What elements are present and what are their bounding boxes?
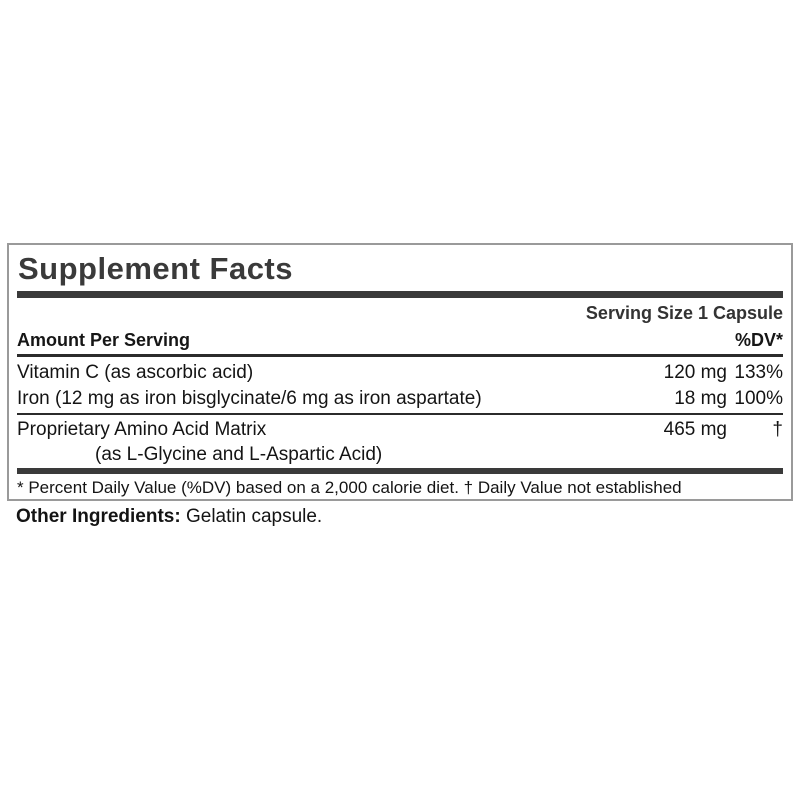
serving-size-text: Serving Size 1 Capsule	[585, 303, 783, 323]
nutrient-row-proprietary-matrix: Proprietary Amino Acid Matrix 465 mg †	[17, 417, 783, 443]
row-divider-rule	[17, 413, 783, 415]
nutrient-amount: 120 mg	[663, 362, 727, 383]
nutrient-dv: 133%	[734, 362, 783, 383]
column-header-row: Amount Per Serving %DV*	[17, 329, 783, 351]
panel-title: Supplement Facts	[18, 251, 293, 286]
nutrient-name: Proprietary Amino Acid Matrix	[17, 419, 267, 440]
other-ingredients-label: Other Ingredients:	[16, 506, 181, 527]
header-divider-rule	[17, 354, 783, 357]
daily-value-footnote: * Percent Daily Value (%DV) based on a 2…	[17, 478, 682, 497]
nutrient-dv-dagger: †	[772, 419, 783, 440]
nutrient-dv: 100%	[734, 388, 783, 409]
nutrient-amount: 18 mg	[674, 388, 727, 409]
nutrient-subname-glycine-aspartic: (as L-Glycine and L-Aspartic Acid)	[95, 444, 383, 465]
nutrient-row-vitamin-c: Vitamin C (as ascorbic acid) 120 mg 133%	[17, 360, 783, 386]
nutrient-row-iron: Iron (12 mg as iron bisglycinate/6 mg as…	[17, 386, 783, 412]
amount-per-serving-header: Amount Per Serving	[17, 330, 191, 350]
percent-dv-header: %DV*	[734, 330, 783, 350]
nutrient-name: Vitamin C (as ascorbic acid)	[17, 362, 254, 383]
nutrient-amount: 465 mg	[663, 419, 727, 440]
thick-rule-bottom	[17, 468, 783, 474]
nutrient-name: Iron (12 mg as iron bisglycinate/6 mg as…	[17, 388, 482, 409]
supplement-facts-panel: Supplement Facts Serving Size 1 Capsule …	[7, 243, 793, 501]
thick-rule-top	[17, 291, 783, 298]
other-ingredients-line: Other Ingredients: Gelatin capsule.	[16, 506, 322, 528]
other-ingredients-value: Gelatin capsule.	[185, 506, 323, 527]
